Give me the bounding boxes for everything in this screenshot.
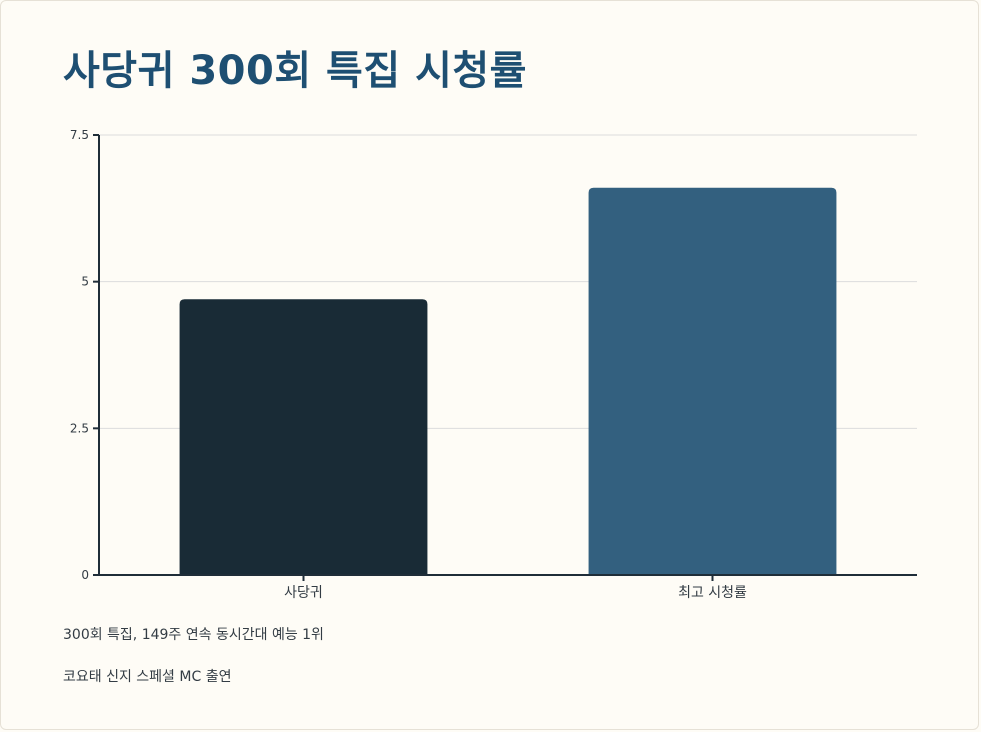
caption-note-1: 300회 특집, 149주 연속 동시간대 예능 1위 bbox=[63, 627, 324, 643]
x-tick-label: 사당귀 bbox=[284, 585, 323, 601]
bar-series bbox=[179, 187, 837, 576]
y-axis-ticks: 0 2.5 5 7.5 bbox=[70, 128, 99, 582]
bar-2 bbox=[588, 187, 837, 576]
x-tick-label: 최고 시청률 bbox=[678, 585, 747, 601]
y-tick-label: 5 bbox=[81, 275, 89, 289]
x-axis-ticks: 사당귀 최고 시청률 bbox=[284, 575, 747, 601]
chart-title: 사당귀 300회 특집 시청률 bbox=[63, 48, 527, 94]
y-tick-label: 2.5 bbox=[70, 421, 89, 435]
y-tick-label: 0 bbox=[81, 568, 89, 582]
caption-note-2: 코요태 신지 스페셜 MC 출연 bbox=[63, 669, 232, 685]
bar-1 bbox=[179, 299, 428, 575]
y-tick-label: 7.5 bbox=[70, 128, 89, 142]
axes bbox=[98, 135, 917, 576]
